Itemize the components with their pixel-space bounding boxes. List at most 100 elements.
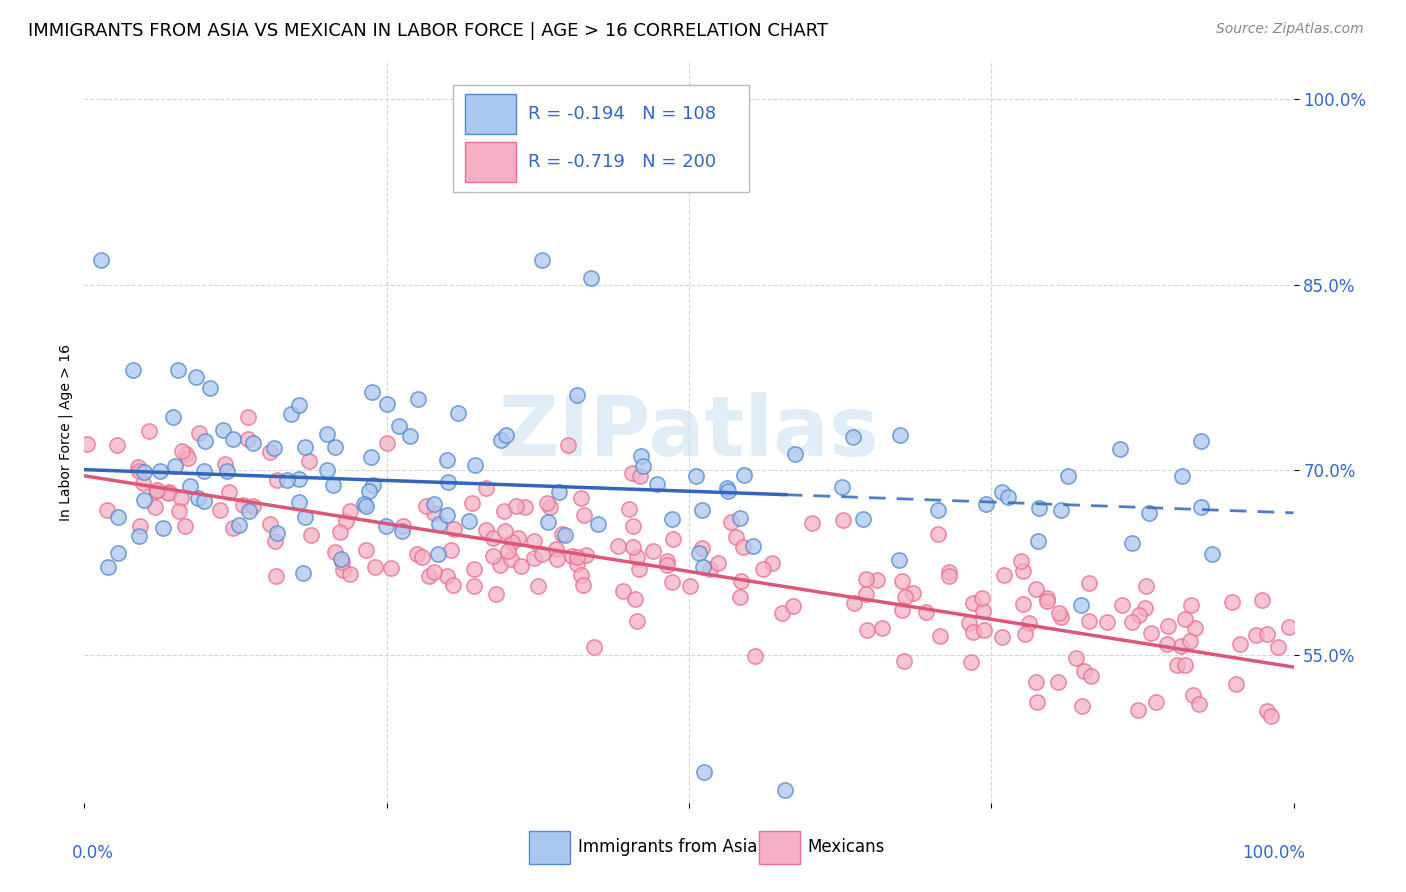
- Point: [354, 542, 377, 557]
- Point: [294, 509, 316, 524]
- Point: [962, 624, 984, 639]
- Point: [645, 477, 668, 491]
- Point: [132, 475, 155, 490]
- Point: [557, 438, 579, 452]
- Point: [586, 517, 609, 532]
- Point: [751, 562, 773, 576]
- Point: [1121, 615, 1143, 630]
- Point: [1126, 703, 1149, 717]
- Point: [970, 591, 993, 605]
- Point: [927, 503, 949, 517]
- Point: [628, 468, 651, 483]
- Point: [266, 473, 288, 487]
- Point: [90, 252, 112, 267]
- Point: [1267, 640, 1289, 654]
- Point: [375, 435, 398, 450]
- Point: [464, 458, 486, 472]
- Point: [166, 363, 188, 377]
- Point: [172, 444, 194, 458]
- Point: [990, 630, 1012, 644]
- Point: [1189, 434, 1212, 449]
- Point: [259, 516, 281, 531]
- Point: [1077, 614, 1099, 628]
- Point: [690, 503, 713, 517]
- Point: [1260, 709, 1282, 723]
- Point: [561, 549, 583, 563]
- Point: [375, 397, 398, 411]
- Point: [1018, 615, 1040, 630]
- Point: [508, 531, 530, 545]
- Y-axis label: In Labor Force | Age > 16: In Labor Force | Age > 16: [59, 344, 73, 521]
- Point: [391, 524, 413, 538]
- Point: [1174, 658, 1197, 673]
- Point: [475, 481, 498, 495]
- Point: [537, 515, 560, 529]
- Point: [436, 569, 458, 583]
- Point: [626, 614, 648, 628]
- Point: [363, 559, 385, 574]
- Point: [1028, 500, 1050, 515]
- Point: [96, 503, 118, 517]
- Point: [785, 447, 807, 461]
- Point: [1028, 533, 1050, 548]
- Point: [266, 525, 288, 540]
- Point: [547, 484, 569, 499]
- Point: [211, 423, 233, 437]
- Point: [169, 491, 191, 505]
- Point: [411, 550, 433, 565]
- Point: [1010, 554, 1032, 568]
- Point: [688, 547, 710, 561]
- Point: [620, 466, 643, 480]
- Point: [392, 518, 415, 533]
- Point: [494, 524, 516, 539]
- Point: [360, 450, 382, 464]
- Point: [485, 587, 508, 601]
- Point: [138, 424, 160, 438]
- Point: [1170, 639, 1192, 653]
- Text: Immigrants from Asia: Immigrants from Asia: [578, 838, 756, 856]
- Point: [993, 568, 1015, 582]
- Point: [1108, 442, 1130, 456]
- Point: [187, 491, 209, 506]
- Point: [423, 506, 446, 520]
- Point: [624, 592, 647, 607]
- Point: [298, 454, 321, 468]
- Point: [1256, 704, 1278, 718]
- Point: [259, 444, 281, 458]
- Point: [962, 597, 984, 611]
- Point: [280, 407, 302, 421]
- Point: [957, 616, 980, 631]
- Point: [361, 478, 384, 492]
- Point: [415, 500, 437, 514]
- Point: [623, 518, 645, 533]
- Point: [1035, 594, 1057, 608]
- Point: [128, 518, 150, 533]
- Point: [238, 433, 260, 447]
- Point: [458, 514, 481, 528]
- Point: [353, 497, 375, 511]
- Point: [496, 544, 519, 558]
- Point: [1057, 468, 1080, 483]
- Point: [193, 464, 215, 478]
- Point: [76, 437, 98, 451]
- Point: [208, 503, 231, 517]
- Point: [214, 457, 236, 471]
- Point: [733, 541, 755, 555]
- Point: [628, 562, 651, 576]
- Point: [546, 541, 568, 556]
- Point: [887, 553, 910, 567]
- Point: [690, 541, 713, 555]
- FancyBboxPatch shape: [759, 831, 800, 863]
- Point: [143, 500, 166, 515]
- Point: [174, 447, 197, 461]
- Point: [1278, 620, 1301, 634]
- Point: [938, 566, 960, 580]
- Point: [626, 550, 648, 565]
- Point: [221, 433, 243, 447]
- Point: [523, 551, 546, 566]
- Point: [174, 519, 197, 533]
- Point: [494, 503, 516, 517]
- Point: [447, 406, 470, 420]
- Point: [128, 529, 150, 543]
- Point: [725, 530, 748, 544]
